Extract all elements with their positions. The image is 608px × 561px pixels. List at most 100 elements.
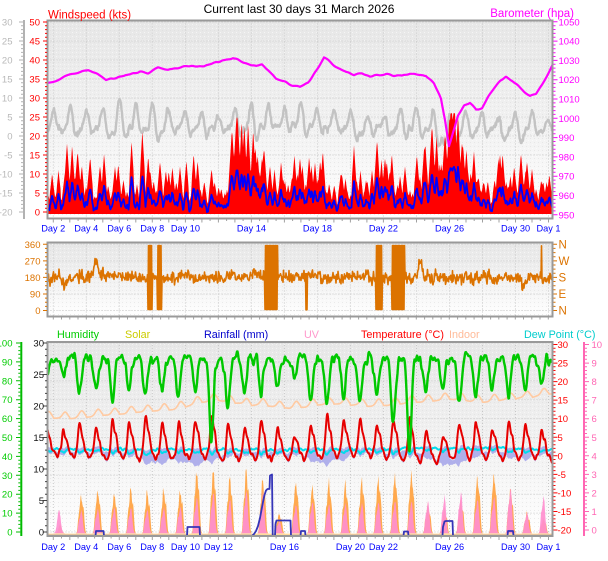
- svg-text:15: 15: [2, 75, 13, 86]
- svg-text:N: N: [559, 306, 567, 318]
- svg-text:Day 2: Day 2: [41, 224, 65, 234]
- svg-text:N: N: [559, 240, 567, 252]
- svg-text:Solar: Solar: [125, 329, 151, 341]
- svg-text:-10: -10: [558, 488, 572, 499]
- svg-text:10: 10: [2, 509, 13, 520]
- svg-text:Day 22: Day 22: [369, 224, 398, 234]
- svg-text:0: 0: [592, 526, 597, 537]
- svg-text:Day 1: Day 1: [536, 224, 560, 234]
- svg-text:9: 9: [592, 359, 597, 370]
- svg-text:40: 40: [29, 56, 40, 67]
- svg-text:30: 30: [2, 18, 13, 29]
- svg-text:30: 30: [33, 339, 44, 350]
- svg-text:5: 5: [592, 433, 597, 444]
- svg-text:UV: UV: [304, 329, 320, 341]
- svg-text:7: 7: [592, 396, 597, 407]
- svg-text:20: 20: [2, 490, 13, 501]
- svg-text:-10: -10: [0, 170, 13, 181]
- svg-text:Humidity: Humidity: [57, 329, 100, 341]
- svg-text:20: 20: [33, 402, 44, 413]
- svg-text:0: 0: [35, 208, 40, 219]
- svg-text:45: 45: [29, 37, 40, 48]
- svg-text:Temperature (°C): Temperature (°C): [361, 329, 444, 341]
- svg-text:Current last 30 days 31 March: Current last 30 days 31 March 2026: [204, 2, 395, 16]
- svg-text:10: 10: [33, 465, 44, 476]
- svg-text:Day 22: Day 22: [369, 542, 398, 552]
- svg-text:970: 970: [559, 172, 575, 183]
- svg-text:Day 14: Day 14: [237, 224, 266, 234]
- svg-text:25: 25: [33, 370, 44, 381]
- svg-text:Day 16: Day 16: [270, 542, 299, 552]
- svg-text:Day 1: Day 1: [536, 542, 560, 552]
- svg-text:5: 5: [558, 433, 563, 444]
- svg-text:1020: 1020: [559, 75, 580, 86]
- svg-text:Day 6: Day 6: [107, 542, 131, 552]
- svg-text:2: 2: [592, 488, 597, 499]
- svg-text:Day 30: Day 30: [501, 224, 530, 234]
- svg-text:80: 80: [2, 376, 13, 387]
- svg-text:25: 25: [29, 113, 40, 124]
- svg-text:Day 30: Day 30: [501, 542, 530, 552]
- svg-text:10: 10: [592, 340, 603, 351]
- svg-text:-15: -15: [558, 507, 572, 518]
- svg-text:980: 980: [559, 152, 575, 163]
- svg-text:30: 30: [2, 471, 13, 482]
- svg-text:0: 0: [7, 528, 12, 539]
- svg-text:20: 20: [29, 132, 40, 143]
- svg-text:Dew Point (°C): Dew Point (°C): [524, 329, 596, 341]
- svg-text:Rainfall (mm): Rainfall (mm): [204, 329, 268, 341]
- svg-text:5: 5: [7, 113, 12, 124]
- svg-text:-20: -20: [558, 526, 572, 537]
- svg-text:Barometer (hpa): Barometer (hpa): [490, 8, 574, 20]
- svg-text:180: 180: [25, 273, 41, 284]
- svg-text:1030: 1030: [559, 56, 580, 67]
- svg-text:W: W: [559, 256, 570, 268]
- svg-text:35: 35: [29, 75, 40, 86]
- svg-text:15: 15: [33, 433, 44, 444]
- svg-text:30: 30: [29, 94, 40, 105]
- svg-text:15: 15: [558, 396, 569, 407]
- svg-text:Day 6: Day 6: [107, 224, 131, 234]
- svg-text:Day 18: Day 18: [303, 224, 332, 234]
- svg-text:3: 3: [592, 470, 597, 481]
- svg-text:10: 10: [29, 170, 40, 181]
- svg-text:950: 950: [559, 210, 575, 221]
- svg-text:5: 5: [39, 496, 44, 507]
- svg-text:0: 0: [39, 528, 44, 539]
- svg-text:90: 90: [30, 290, 41, 301]
- svg-text:30: 30: [558, 340, 569, 351]
- svg-text:70: 70: [2, 395, 13, 406]
- svg-text:Day 10: Day 10: [171, 542, 200, 552]
- svg-text:360: 360: [25, 240, 41, 251]
- svg-text:4: 4: [592, 451, 597, 462]
- svg-text:-5: -5: [558, 470, 566, 481]
- svg-text:960: 960: [559, 191, 575, 202]
- svg-text:1050: 1050: [559, 17, 580, 28]
- svg-text:6: 6: [592, 414, 597, 425]
- svg-text:Day 4: Day 4: [74, 542, 98, 552]
- svg-text:40: 40: [2, 452, 13, 463]
- svg-text:25: 25: [2, 37, 13, 48]
- svg-text:Indoor: Indoor: [449, 329, 480, 341]
- svg-text:Day 26: Day 26: [435, 542, 464, 552]
- svg-text:5: 5: [35, 189, 40, 200]
- svg-text:-20: -20: [0, 208, 13, 219]
- svg-text:10: 10: [2, 94, 13, 105]
- svg-text:Day 8: Day 8: [140, 542, 164, 552]
- svg-text:-15: -15: [0, 189, 13, 200]
- svg-text:100: 100: [0, 339, 13, 350]
- svg-text:-5: -5: [4, 151, 12, 162]
- svg-text:8: 8: [592, 377, 597, 388]
- svg-text:Day 20: Day 20: [336, 542, 365, 552]
- svg-text:50: 50: [29, 18, 40, 29]
- svg-text:10: 10: [558, 414, 569, 425]
- svg-text:S: S: [559, 273, 567, 285]
- svg-text:90: 90: [2, 357, 13, 368]
- svg-text:1040: 1040: [559, 37, 580, 48]
- svg-text:Day 4: Day 4: [74, 224, 98, 234]
- svg-text:15: 15: [29, 151, 40, 162]
- svg-text:Day 2: Day 2: [41, 542, 65, 552]
- svg-text:1: 1: [592, 507, 597, 518]
- svg-text:270: 270: [25, 256, 41, 267]
- svg-text:Day 10: Day 10: [171, 224, 200, 234]
